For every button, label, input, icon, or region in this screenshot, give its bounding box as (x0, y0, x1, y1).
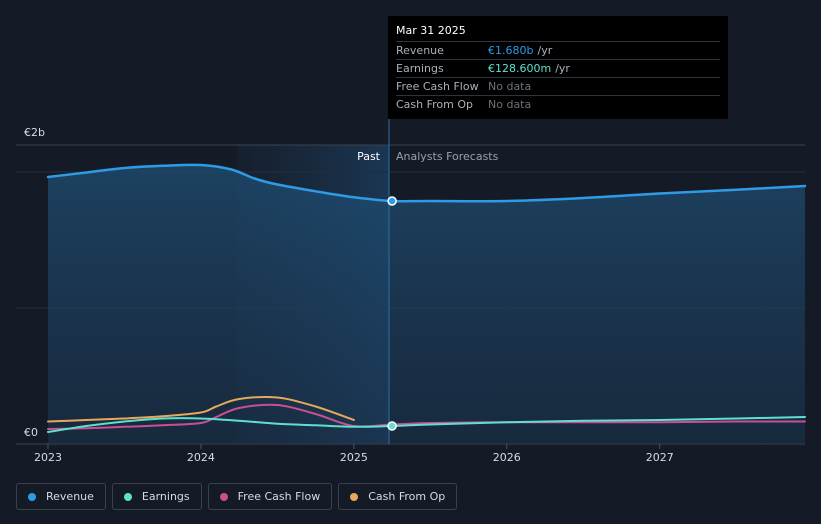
highlight-marker-0 (387, 196, 397, 206)
x-tick-label: 2024 (187, 451, 215, 464)
tooltip-row-earnings: Earnings €128.600m /yr (396, 59, 720, 77)
tooltip-row-cash-from-op: Cash From Op No data (396, 95, 720, 113)
legend-dot-icon (219, 492, 228, 501)
series-layer (46, 163, 807, 445)
tooltip-value: €1.680b (488, 44, 534, 57)
earnings-line (47, 416, 806, 433)
x-tick-label: 2027 (646, 451, 674, 464)
legend-item-free-cash-flow[interactable]: Free Cash Flow (207, 483, 333, 510)
legend-dot-icon (123, 492, 132, 501)
legend-label: Earnings (141, 490, 190, 503)
tooltip-row-revenue: Revenue €1.680b /yr (396, 41, 720, 59)
legend-dot-icon (28, 492, 36, 501)
legend-item-revenue[interactable]: Revenue (16, 483, 106, 510)
legend-label: Revenue (46, 490, 94, 503)
x-tick-label: 2025 (340, 451, 368, 464)
tooltip-label: Revenue (396, 44, 444, 57)
tooltip-value: No data (488, 80, 532, 93)
revenue-line (46, 163, 807, 203)
tooltip-date: Mar 31 2025 (396, 24, 466, 37)
legend-item-earnings[interactable]: Earnings (111, 483, 202, 510)
tooltip-label: Free Cash Flow (396, 80, 479, 93)
legend-label: Cash From Op (368, 490, 446, 503)
tooltip-value: No data (488, 98, 532, 111)
tooltip-row-free-cash-flow: Free Cash Flow No data (396, 77, 720, 95)
legend-item-cash-from-op[interactable]: Cash From Op (338, 483, 458, 510)
markers (387, 196, 397, 431)
x-axis: 2023 2024 2025 2026 2027 (34, 444, 674, 464)
tooltip: Mar 31 2025 Revenue €1.680b /yr Earnings… (388, 16, 728, 119)
legend-dot-icon (350, 492, 359, 501)
highlight-marker-1 (387, 421, 397, 431)
tooltip-value: €128.600m (488, 62, 552, 75)
revenue-area (48, 164, 805, 445)
cash-from-op-line (47, 396, 355, 423)
tooltip-unit: /yr (537, 44, 553, 57)
y-tick-label-top: €2b (24, 126, 45, 139)
legend-label: Free Cash Flow (237, 490, 321, 503)
free-cash-flow-line (47, 403, 806, 430)
past-label: Past (357, 150, 381, 163)
tooltip-unit: /yr (555, 62, 570, 75)
y-tick-label-bottom: €0 (24, 426, 38, 439)
legend: Revenue Earnings Free Cash Flow Cash Fro… (16, 483, 458, 510)
chart: €2b €0 Past Analysts Forecasts 2023 2024 2… (16, 90, 807, 464)
tooltip-label: Earnings (396, 62, 444, 75)
forecast-label: Analysts Forecasts (396, 150, 499, 163)
x-tick-label: 2026 (493, 451, 521, 464)
tooltip-label: Cash From Op (396, 98, 474, 111)
x-tick-label: 2023 (34, 451, 62, 464)
